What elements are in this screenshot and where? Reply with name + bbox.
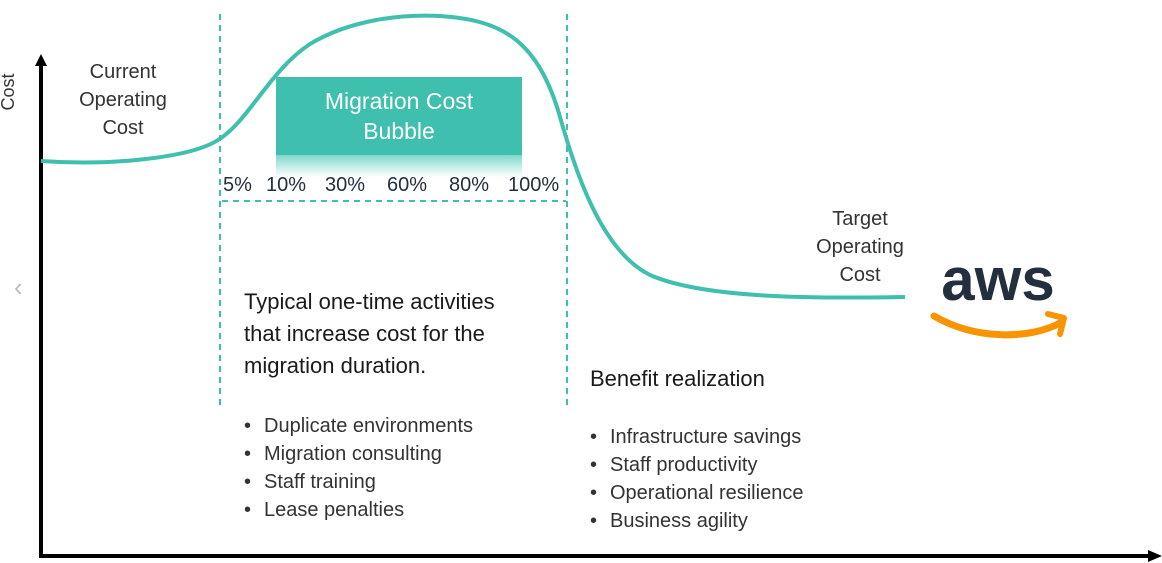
migration-cost-bubble: Migration Cost Bubble <box>276 77 522 155</box>
benefit-realization-heading: Benefit realization <box>590 366 765 391</box>
migration-activities-heading: Typical one-time activities that increas… <box>244 289 495 378</box>
list-item: Business agility <box>590 507 803 535</box>
y-axis-label: Cost <box>0 73 18 110</box>
bubble-title-line1: Migration Cost <box>324 88 474 114</box>
aws-logo-smile <box>930 312 1066 339</box>
bubble-reflection <box>276 155 522 177</box>
x-axis-arrowhead <box>1148 550 1162 562</box>
percent-label: 80% <box>449 174 490 196</box>
current-operating-cost-label: Current Operating Cost <box>79 61 167 139</box>
percent-label: 10% <box>266 174 307 196</box>
list-item: Operational resilience <box>590 479 803 507</box>
percent-label: 30% <box>325 174 366 196</box>
aws-logo-text: aws <box>941 246 1054 313</box>
percent-label: 5% <box>223 174 252 196</box>
percent-label: 100% <box>508 174 560 196</box>
list-item: Infrastructure savings <box>590 423 803 451</box>
bubble-title-line2: Bubble <box>363 118 435 144</box>
list-item: Migration consulting <box>244 440 473 468</box>
list-item: Lease penalties <box>244 496 473 524</box>
previous-slide-arrow-icon[interactable]: ‹ <box>14 272 23 302</box>
cost-curve <box>40 13 906 300</box>
list-item: Duplicate environments <box>244 412 473 440</box>
percent-label: 60% <box>387 174 428 196</box>
aws-logo-arrow <box>1045 311 1067 337</box>
list-item: Staff training <box>244 468 473 496</box>
aws-logo: aws <box>930 246 1067 339</box>
list-item: Staff productivity <box>590 451 803 479</box>
migration-progress-percentages: 5% 10% 30% 60% 80% 100% <box>223 174 573 202</box>
migration-activities-list: Duplicate environments Migration consult… <box>244 412 473 524</box>
benefit-list: Infrastructure savings Staff productivit… <box>590 423 803 535</box>
y-axis-arrowhead <box>35 54 47 66</box>
target-operating-cost-label: Target Operating Cost <box>816 208 904 286</box>
